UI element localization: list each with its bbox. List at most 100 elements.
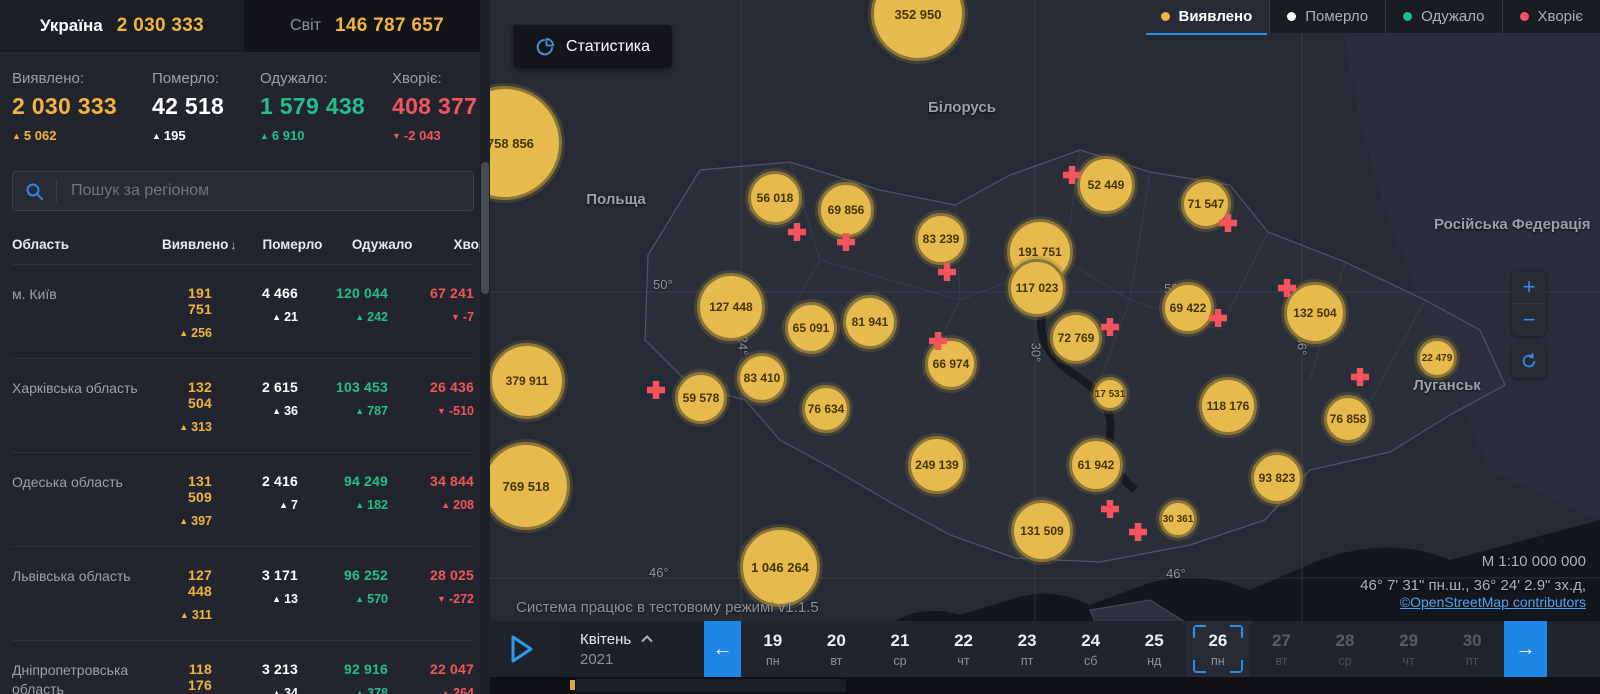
timeline-day-27[interactable]: 27 вт	[1250, 621, 1314, 677]
stat-label: Померло:	[152, 70, 220, 87]
timeline-day-28[interactable]: 28 ср	[1313, 621, 1377, 677]
stat-block-1: Померло: 42 518 ▲ 195	[152, 70, 260, 143]
timeline-day-30[interactable]: 30 пт	[1440, 621, 1504, 677]
scrollbar-thumb[interactable]	[481, 162, 489, 294]
day-number: 19	[763, 630, 783, 650]
timeline-day-20[interactable]: 20 вт	[805, 621, 869, 677]
map-attribution: М 1:10 000 000 46° 7' 31" пн.ш., 36° 24'…	[1360, 553, 1586, 612]
day-number: 25	[1144, 630, 1164, 650]
sidebar: Україна 2 030 333 Світ 146 787 657 Виявл…	[0, 0, 490, 694]
case-bubble[interactable]: 132 504	[1284, 282, 1346, 344]
play-icon	[508, 634, 536, 664]
case-bubble[interactable]: 81 941	[843, 295, 897, 349]
col-sick[interactable]: Хворіє	[453, 237, 490, 252]
stat-value: 408 377	[392, 93, 478, 119]
case-bubble[interactable]: 131 509	[1011, 500, 1073, 562]
table-row[interactable]: м. Київ 191 751 ▲ 256 4 466 ▲ 21 120 044 ▲…	[12, 265, 474, 359]
year-label: 2021	[580, 650, 614, 668]
timeline-day-25[interactable]: 25 нд	[1122, 621, 1186, 677]
case-bubble[interactable]: 769 518	[490, 442, 570, 530]
legend-tab-Виявлено[interactable]: Виявлено	[1143, 0, 1270, 35]
zoom-out-button[interactable]: −	[1512, 303, 1546, 336]
day-number: 23	[1017, 630, 1037, 650]
case-bubble[interactable]: 71 547	[1181, 179, 1231, 229]
timeline-day-23[interactable]: 23 пт	[995, 621, 1059, 677]
timeline-day-19[interactable]: 19 пн	[741, 621, 805, 677]
stat-label: Одужало:	[260, 70, 328, 87]
trend-down-icon: ▼	[437, 594, 446, 604]
col-region[interactable]: Область	[12, 237, 70, 252]
cell-delta: ▲ 311	[179, 608, 212, 622]
case-bubble[interactable]: 127 448	[697, 273, 765, 341]
case-bubble[interactable]: 83 410	[737, 353, 787, 403]
legend-tab-Одужало[interactable]: Одужало	[1385, 0, 1501, 33]
case-bubble[interactable]: 117 023	[1008, 259, 1066, 317]
osm-attribution-link[interactable]: ©OpenStreetMap contributors	[1399, 594, 1586, 610]
month-selector[interactable]: Квітень 2021	[554, 621, 704, 677]
case-bubble[interactable]: 52 449	[1077, 156, 1135, 214]
case-bubble[interactable]: 66 974	[925, 338, 977, 390]
case-bubble[interactable]: 76 634	[802, 385, 850, 433]
cell-value: 92 916	[343, 661, 388, 677]
legend-tab-Хворіє[interactable]: Хворіє	[1501, 0, 1600, 33]
world-total-value: 146 787 657	[334, 15, 444, 36]
regions-table: Область Виявлено↓ Померло Одужало Хворіє…	[12, 237, 490, 694]
chevron-up-icon	[641, 635, 653, 643]
arrow-right-icon: →	[1515, 637, 1536, 660]
country-label: Луганськ	[1413, 377, 1481, 394]
timeline-prev-button[interactable]: ←	[704, 621, 741, 677]
cell-delta: ▼ -510	[437, 404, 474, 418]
case-bubble[interactable]: 56 018	[748, 171, 802, 225]
col-recovered[interactable]: Одужало	[351, 237, 413, 252]
search-input[interactable]	[69, 181, 461, 201]
map-refresh-button[interactable]	[1512, 344, 1546, 378]
timeline-day-24[interactable]: 24 сб	[1059, 621, 1123, 677]
table-row[interactable]: Харківська область 132 504 ▲ 313 2 615 ▲ 3…	[12, 359, 474, 453]
case-bubble[interactable]: 72 769	[1050, 312, 1102, 364]
case-bubble[interactable]: 30 361	[1159, 500, 1197, 538]
sidebar-scrollbar[interactable]	[480, 0, 490, 694]
table-cell: 191 751 ▲ 256	[162, 285, 212, 340]
map-canvas[interactable]: Білорусь Польща Російська Федерація Лугансь…	[490, 0, 1600, 694]
case-bubble[interactable]: 76 858	[1324, 395, 1372, 443]
table-cell: 34 844 ▲ 208	[388, 473, 474, 528]
sidebar-header: Україна 2 030 333 Світ 146 787 657	[0, 0, 490, 52]
legend-tab-label: Померло	[1305, 8, 1369, 25]
case-bubble[interactable]: 1 046 264	[740, 527, 820, 607]
day-of-week: чт	[957, 653, 970, 668]
case-bubble[interactable]: 69 856	[818, 182, 874, 238]
case-bubble[interactable]: 249 139	[908, 436, 966, 494]
timeline-day-22[interactable]: 22 чт	[932, 621, 996, 677]
case-bubble[interactable]: 379 911	[490, 343, 565, 419]
trend-up-icon: ▲	[355, 312, 365, 322]
timeline-day-21[interactable]: 21 ср	[868, 621, 932, 677]
trend-down-icon: ▼	[450, 312, 460, 322]
col-died[interactable]: Померло	[262, 237, 323, 252]
statistics-button[interactable]: Статистика	[513, 25, 673, 68]
timeline-day-29[interactable]: 29 чт	[1377, 621, 1441, 677]
table-row[interactable]: Одеська область 131 509 ▲ 397 2 416 ▲ 7 94…	[12, 453, 474, 547]
timeline-day-26[interactable]: 26 пн	[1186, 621, 1250, 677]
legend-tab-Померло[interactable]: Померло	[1269, 0, 1385, 33]
day-of-week: ср	[1338, 653, 1352, 668]
timeline-next-button[interactable]: →	[1504, 621, 1547, 677]
case-bubble[interactable]: 59 578	[675, 372, 727, 424]
region-name: Одеська область	[12, 474, 123, 490]
day-number: 28	[1335, 630, 1355, 650]
case-bubble[interactable]: 118 176	[1199, 377, 1257, 435]
col-detected[interactable]: Виявлено ↓	[162, 237, 237, 252]
stat-delta: ▲ 6 910	[260, 128, 305, 143]
case-bubble[interactable]: 69 422	[1162, 282, 1214, 334]
timeline-play-button[interactable]	[490, 621, 554, 677]
case-bubble[interactable]: 65 091	[785, 302, 837, 354]
case-bubble[interactable]: 93 823	[1251, 452, 1303, 504]
table-row[interactable]: Львівська область 127 448 ▲ 311 3 171 ▲ 13…	[12, 547, 474, 641]
case-bubble[interactable]: 61 942	[1069, 438, 1123, 492]
table-cell: 2 416 ▲ 7	[212, 473, 298, 528]
case-bubble[interactable]: 17 531	[1093, 377, 1127, 411]
table-row[interactable]: Дніпропетровська область 118 176 ▲676 3 …	[12, 641, 474, 694]
cell-value: 4 466	[261, 285, 298, 301]
case-bubble[interactable]: 22 479	[1417, 338, 1457, 378]
zoom-in-button[interactable]: +	[1512, 270, 1546, 303]
case-bubble[interactable]: 83 239	[915, 213, 967, 265]
